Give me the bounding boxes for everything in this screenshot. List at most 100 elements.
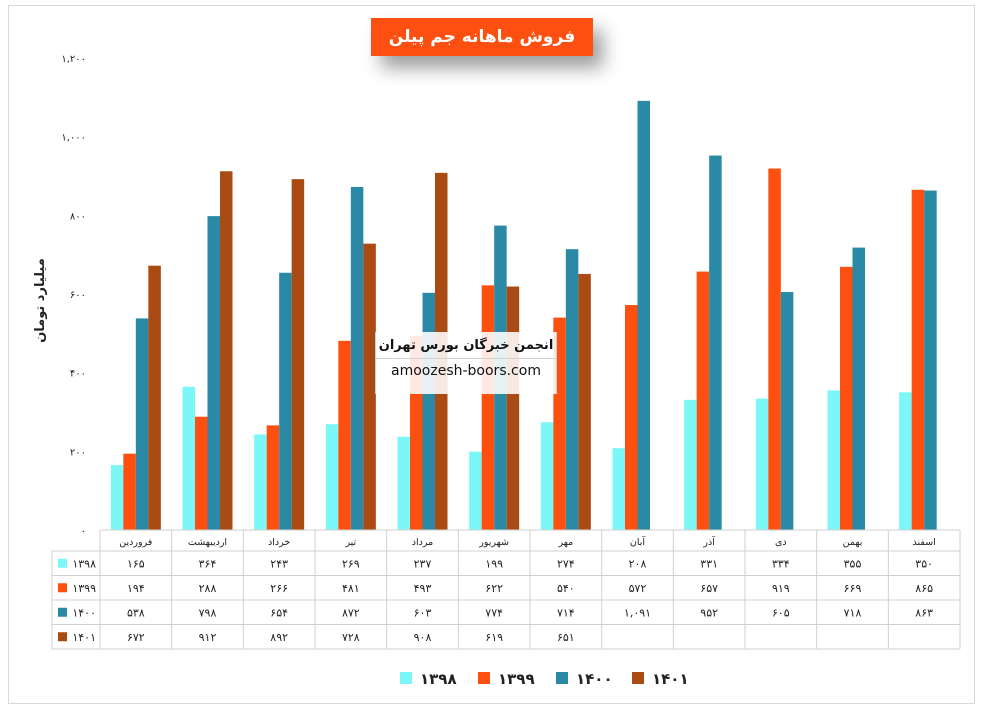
- table-series-name: ۱۴۰۱: [72, 631, 96, 644]
- table-cell-value: ۳۳۴: [772, 557, 790, 570]
- bar: [279, 272, 292, 530]
- category-label: بهمن: [843, 537, 863, 548]
- category-label: فروردین: [119, 537, 152, 548]
- table-cell-value: ۲۳۷: [414, 557, 432, 570]
- legend-label: ۱۴۰۱: [652, 670, 689, 688]
- y-tick-label: ۲۰۰: [70, 447, 86, 458]
- y-tick-label: ۴۰۰: [70, 369, 86, 380]
- bar: [110, 465, 124, 530]
- bar: [755, 398, 769, 530]
- bar: [338, 340, 351, 530]
- bar: [684, 399, 697, 530]
- category-label: تیر: [344, 537, 356, 548]
- legend-label: ۱۳۹۹: [498, 670, 535, 688]
- table-series-key: [58, 632, 67, 642]
- category-label: مرداد: [412, 537, 433, 548]
- y-tick-label: ۱,۲۰۰: [61, 54, 86, 65]
- table-cell-value: ۷۱۴: [557, 606, 575, 619]
- table-cell-value: ۹۱۲: [199, 631, 217, 644]
- table-cell-value: ۲۸۸: [199, 582, 217, 595]
- category-label: مهر: [557, 537, 573, 548]
- table-cell-value: ۲۶۶: [270, 582, 288, 595]
- chart-title: فروش ماهانه جم پیلن: [371, 18, 593, 56]
- bar: [506, 286, 520, 530]
- bar: [291, 179, 305, 530]
- bar: [148, 265, 161, 530]
- bar: [135, 318, 149, 530]
- bar: [696, 271, 710, 530]
- bar: [182, 386, 195, 530]
- category-label: دی: [775, 537, 787, 548]
- bar: [195, 416, 208, 530]
- bar: [840, 266, 853, 530]
- table-cell-value: ۲۷۴: [557, 557, 575, 570]
- y-tick-label: ۸۰۰: [70, 211, 86, 222]
- table-cell-value: ۴۸۱: [342, 582, 360, 595]
- bar: [827, 390, 840, 530]
- table-cell-value: ۱۶۵: [127, 557, 145, 570]
- bar: [899, 392, 912, 530]
- bar: [481, 285, 495, 530]
- table-cell-value: ۴۹۳: [414, 582, 432, 595]
- bar: [325, 424, 339, 530]
- table-series-name: ۱۴۰۰: [72, 606, 96, 619]
- bar: [924, 190, 937, 530]
- bar: [565, 249, 579, 530]
- bar: [852, 247, 865, 530]
- table-cell-value: ۳۵۰: [915, 557, 933, 570]
- bar: [780, 292, 794, 530]
- bar: [266, 425, 280, 530]
- legend-swatch: [400, 672, 412, 684]
- legend-label: ۱۳۹۸: [420, 670, 457, 688]
- bar: [207, 216, 220, 530]
- table-cell-value: ۲۰۸: [629, 557, 647, 570]
- bar: [625, 305, 638, 530]
- bar: [469, 451, 482, 530]
- category-label: اسفند: [913, 537, 936, 548]
- table-cell-value: ۷۲۸: [342, 631, 360, 644]
- table-cell-value: ۷۹۸: [199, 606, 217, 619]
- bar: [422, 292, 435, 530]
- table-cell-value: ۸۶۵: [915, 582, 933, 595]
- table-cell-value: ۱۹۹: [485, 557, 503, 570]
- legend-swatch: [478, 672, 490, 684]
- category-label: شهریور: [478, 537, 509, 548]
- category-label: اردیبهشت: [188, 537, 227, 548]
- legend-swatch: [556, 672, 568, 684]
- table-cell-value: ۶۰۳: [414, 606, 432, 619]
- table-cell-value: ۳۵۵: [844, 557, 862, 570]
- category-label: آبان: [630, 535, 646, 548]
- table-cell-value: ۳۶۴: [199, 557, 217, 570]
- bar: [123, 453, 136, 530]
- bar: [911, 189, 925, 530]
- table-cell-value: ۶۶۹: [844, 582, 862, 595]
- legend-swatch: [632, 672, 644, 684]
- table-cell-value: ۶۰۵: [772, 606, 790, 619]
- table-cell-value: ۶۷۲: [127, 631, 145, 644]
- table-cell-value: ۲۶۹: [342, 557, 360, 570]
- legend-label: ۱۴۰۰: [576, 670, 613, 688]
- table-cell-value: ۸۹۲: [270, 631, 288, 644]
- table-cell-value: ۵۷۲: [629, 582, 647, 595]
- y-tick-label: ۶۰۰: [70, 290, 86, 301]
- y-tick-label: ۰: [81, 526, 86, 537]
- table-cell-value: ۶۵۱: [557, 631, 575, 644]
- bar: [350, 187, 364, 530]
- category-label: خرداد: [268, 537, 290, 548]
- table-cell-value: ۹۵۲: [700, 606, 718, 619]
- bar: [540, 422, 554, 530]
- bar: [578, 273, 591, 530]
- bar: [637, 100, 650, 530]
- table-cell-value: ۹۱۹: [772, 582, 790, 595]
- watermark-url: amoozesh-boors.com: [391, 363, 541, 379]
- table-cell-value: ۸۶۳: [915, 606, 933, 619]
- bar: [363, 243, 376, 531]
- bar: [709, 155, 722, 530]
- bar: [220, 171, 233, 530]
- table-cell-value: ۵۴۰: [557, 582, 575, 595]
- bar: [768, 168, 781, 530]
- watermark-divider: [376, 358, 556, 359]
- table-cell-value: ۲۴۳: [270, 557, 288, 570]
- table-cell-value: ۷۷۴: [485, 606, 503, 619]
- table-cell-value: ۸۷۲: [342, 606, 360, 619]
